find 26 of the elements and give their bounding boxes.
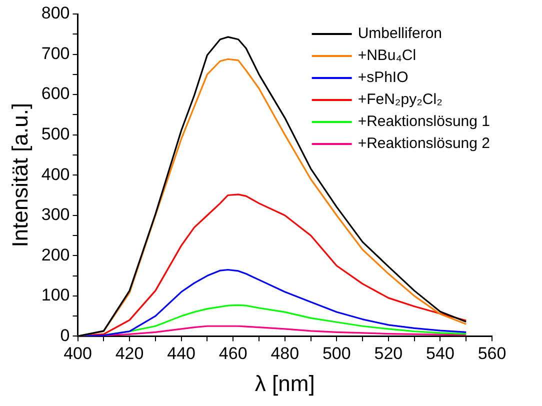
y-tick-label: 200 bbox=[41, 245, 70, 264]
legend-label: +Reaktionslösung 2 bbox=[358, 135, 490, 152]
x-tick-label: 480 bbox=[270, 344, 300, 364]
y-tick-label: 300 bbox=[41, 205, 70, 224]
y-tick-label: 600 bbox=[41, 84, 70, 104]
x-tick-label: 560 bbox=[478, 344, 506, 364]
y-axis-title: Intensität [a.u.] bbox=[7, 102, 32, 248]
x-tick-label: 420 bbox=[115, 344, 144, 364]
legend-label: +sPhIO bbox=[358, 69, 408, 86]
legend-label: +NBu₄Cl bbox=[358, 47, 416, 64]
y-tick-label: 700 bbox=[41, 44, 70, 63]
y-tick-label: 800 bbox=[41, 4, 70, 23]
legend-label: +Reaktionslösung 1 bbox=[358, 113, 490, 130]
legend-label: Umbelliferon bbox=[358, 25, 442, 42]
x-tick-label: 440 bbox=[167, 344, 196, 364]
x-tick-label: 540 bbox=[426, 344, 454, 364]
x-tick-label: 400 bbox=[64, 344, 92, 364]
y-tick-label: 100 bbox=[41, 286, 70, 305]
y-tick-label: 400 bbox=[41, 164, 70, 184]
x-tick-label: 520 bbox=[374, 344, 403, 364]
legend-label: +FeN₂py₂Cl₂ bbox=[358, 91, 443, 108]
y-tick-label: 500 bbox=[41, 124, 70, 144]
x-axis-title: λ [nm] bbox=[254, 370, 315, 396]
y-tick-label: 0 bbox=[60, 326, 70, 345]
x-tick-label: 500 bbox=[322, 344, 351, 364]
x-tick-label: 460 bbox=[218, 344, 248, 364]
